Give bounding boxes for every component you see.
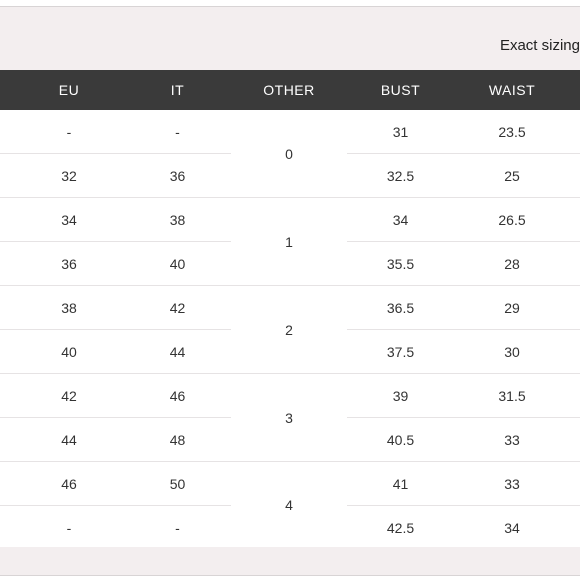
eu-cell: 34: [14, 197, 124, 242]
bust-cell: 31: [347, 110, 454, 154]
waist-cell: 29: [454, 285, 570, 330]
bust-cell: 40.5: [347, 417, 454, 462]
other-cell: 0: [231, 110, 347, 198]
row-edge-cell: [0, 461, 14, 506]
table-row: 42 46 3 39 31.5: [0, 373, 580, 462]
it-cell: 38: [124, 197, 231, 242]
table-row: - - 42.5 34: [0, 505, 580, 549]
it-cell: -: [124, 110, 231, 154]
header-cell-right-edge: [570, 70, 580, 110]
size-table-wrapper: EU IT OTHER BUST WAIST - - 0 31 23.5 32: [0, 70, 580, 550]
waist-cell: 26.5: [454, 197, 570, 242]
bust-cell: 39: [347, 373, 454, 418]
row-edge-cell: [0, 197, 14, 242]
waist-cell: 23.5: [454, 110, 570, 154]
eu-cell: 42: [14, 373, 124, 418]
header-other: OTHER: [231, 70, 347, 110]
header-eu: EU: [14, 70, 124, 110]
table-row: 38 42 2 36.5 29: [0, 285, 580, 374]
row-edge-cell: [0, 110, 14, 154]
eu-cell: -: [14, 505, 124, 549]
row-edge-cell: [570, 329, 580, 374]
other-cell: 3: [231, 373, 347, 462]
row-edge-cell: [570, 373, 580, 418]
header-it: IT: [124, 70, 231, 110]
it-cell: 36: [124, 153, 231, 198]
size-table: EU IT OTHER BUST WAIST - - 0 31 23.5 32: [0, 70, 580, 550]
row-edge-cell: [570, 285, 580, 330]
it-cell: 44: [124, 329, 231, 374]
row-edge-cell: [0, 373, 14, 418]
row-edge-cell: [570, 110, 580, 154]
table-row: 44 48 40.5 33: [0, 417, 580, 462]
other-cell: 4: [231, 461, 347, 550]
eu-cell: 44: [14, 417, 124, 462]
table-row: 40 44 37.5 30: [0, 329, 580, 374]
eu-cell: 40: [14, 329, 124, 374]
eu-cell: -: [14, 110, 124, 154]
it-cell: 50: [124, 461, 231, 506]
table-header-row: EU IT OTHER BUST WAIST: [0, 70, 580, 110]
table-row: 32 36 32.5 25: [0, 153, 580, 198]
eu-cell: 36: [14, 241, 124, 286]
bust-cell: 32.5: [347, 153, 454, 198]
row-edge-cell: [570, 417, 580, 462]
other-cell: 2: [231, 285, 347, 374]
eu-cell: 32: [14, 153, 124, 198]
header-cell-left-edge: [0, 70, 14, 110]
waist-cell: 34: [454, 505, 570, 549]
other-cell: 1: [231, 197, 347, 286]
bust-cell: 37.5: [347, 329, 454, 374]
row-edge-cell: [570, 241, 580, 286]
eu-cell: 38: [14, 285, 124, 330]
table-row: 46 50 4 41 33: [0, 461, 580, 550]
eu-cell: 46: [14, 461, 124, 506]
table-row: 34 38 1 34 26.5: [0, 197, 580, 286]
row-edge-cell: [570, 153, 580, 198]
bust-cell: 42.5: [347, 505, 454, 549]
it-cell: -: [124, 505, 231, 549]
waist-cell: 28: [454, 241, 570, 286]
row-edge-cell: [0, 417, 14, 462]
row-edge-cell: [0, 153, 14, 198]
bottom-band: [0, 547, 580, 574]
bust-cell: 34: [347, 197, 454, 242]
row-edge-cell: [570, 461, 580, 506]
row-edge-cell: [0, 285, 14, 330]
bust-cell: 36.5: [347, 285, 454, 330]
it-cell: 40: [124, 241, 231, 286]
table-row: - - 0 31 23.5: [0, 110, 580, 198]
table-row: 36 40 35.5 28: [0, 241, 580, 286]
it-cell: 48: [124, 417, 231, 462]
waist-cell: 33: [454, 417, 570, 462]
row-edge-cell: [570, 197, 580, 242]
waist-cell: 33: [454, 461, 570, 506]
row-edge-cell: [0, 505, 14, 549]
bust-cell: 35.5: [347, 241, 454, 286]
waist-cell: 30: [454, 329, 570, 374]
row-edge-cell: [570, 505, 580, 549]
waist-cell: 31.5: [454, 373, 570, 418]
waist-cell: 25: [454, 153, 570, 198]
it-cell: 46: [124, 373, 231, 418]
sizing-note: Exact sizing: [499, 37, 580, 54]
row-edge-cell: [0, 241, 14, 286]
header-bust: BUST: [347, 70, 454, 110]
header-waist: WAIST: [454, 70, 570, 110]
bust-cell: 41: [347, 461, 454, 506]
row-edge-cell: [0, 329, 14, 374]
it-cell: 42: [124, 285, 231, 330]
